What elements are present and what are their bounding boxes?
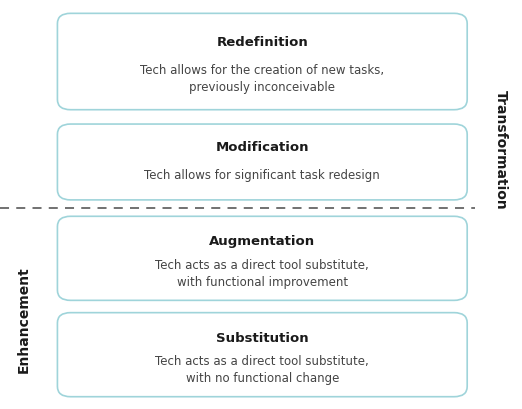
FancyBboxPatch shape xyxy=(57,217,467,301)
Text: Redefinition: Redefinition xyxy=(217,36,308,49)
Text: Tech acts as a direct tool substitute,
with no functional change: Tech acts as a direct tool substitute, w… xyxy=(156,354,369,384)
Text: Tech allows for significant task redesign: Tech allows for significant task redesig… xyxy=(145,169,380,182)
FancyBboxPatch shape xyxy=(57,14,467,110)
Text: Substitution: Substitution xyxy=(216,331,309,344)
Text: Augmentation: Augmentation xyxy=(209,235,315,247)
FancyBboxPatch shape xyxy=(57,313,467,397)
FancyBboxPatch shape xyxy=(57,125,467,200)
Text: Tech acts as a direct tool substitute,
with functional improvement: Tech acts as a direct tool substitute, w… xyxy=(156,258,369,288)
Text: Modification: Modification xyxy=(216,140,309,153)
Text: Enhancement: Enhancement xyxy=(17,266,30,372)
Text: Tech allows for the creation of new tasks,
previously inconceivable: Tech allows for the creation of new task… xyxy=(140,64,384,94)
Text: Transformation: Transformation xyxy=(494,90,508,209)
